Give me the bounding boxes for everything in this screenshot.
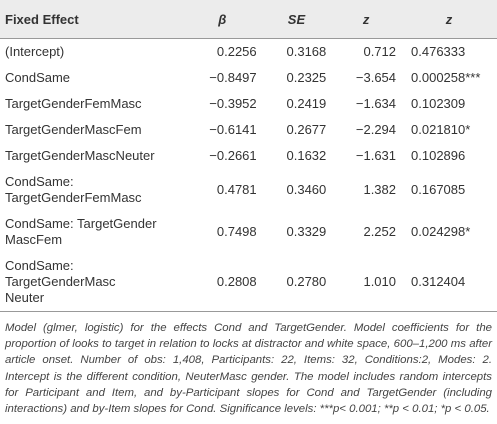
table-cell: −3.654 <box>355 70 397 85</box>
column-header: β <box>182 0 262 39</box>
table-cell: 0.3460 <box>286 182 327 197</box>
effect-name: CondSame: TargetGender MascFem <box>5 216 157 247</box>
table-cell: 0.2419 <box>286 96 327 111</box>
table-cell: −2.294 <box>355 122 397 137</box>
table-row: CondSame: TargetGender MascFem 0.7498 0.33… <box>0 211 497 253</box>
table-cell: −0.2661 <box>209 148 257 163</box>
table-cell: −0.3952 <box>209 96 257 111</box>
table-cell: 0.2677 <box>286 122 327 137</box>
table-cell: 0.021810* <box>411 122 471 137</box>
table-cell: 0.712 <box>363 44 397 59</box>
table-body: (Intercept) 0.2256 0.3168 0.712 0.476333 Cond… <box>0 39 497 312</box>
table-row: CondSame −0.8497 0.2325 −3.654 0.000258*** <box>0 65 497 91</box>
table-cell: 2.252 <box>363 224 397 239</box>
column-header: z <box>331 0 402 39</box>
table-row: TargetGenderMascFem −0.6141 0.2677 −2.294 0.… <box>0 117 497 143</box>
table-row: CondSame: TargetGenderFemMasc 0.4781 0.346… <box>0 169 497 211</box>
table-row: TargetGenderFemMasc −0.3952 0.2419 −1.634 0.… <box>0 91 497 117</box>
table-cell: 0.3329 <box>286 224 327 239</box>
effect-name: (Intercept) <box>5 44 65 59</box>
column-header: z <box>401 0 497 39</box>
table-cell: 0.4781 <box>216 182 257 197</box>
table-cell: 0.3168 <box>286 44 327 59</box>
table-cell: 1.382 <box>363 182 397 197</box>
effect-name: CondSame <box>5 70 71 85</box>
effect-name: TargetGenderMascFem <box>5 122 142 137</box>
table-cell: −1.634 <box>355 96 397 111</box>
table-cell: 0.000258*** <box>411 70 481 85</box>
table-cell: 0.312404 <box>401 253 497 312</box>
results-table: Fixed Effect β SE z z (Intercept) 0.2256 0.316… <box>0 0 497 312</box>
table-cell: 0.102309 <box>411 96 466 111</box>
table-cell: 0.2256 <box>216 44 257 59</box>
table-cell: 0.476333 <box>411 44 466 59</box>
table-cell: 0.1632 <box>286 148 327 163</box>
effect-name: TargetGenderFemMasc <box>5 96 142 111</box>
table-row: CondSame: TargetGenderMasc Neuter 0.2808 0… <box>0 253 497 312</box>
table-cell: 0.024298* <box>411 224 471 239</box>
header-row: Fixed Effect β SE z z <box>0 0 497 39</box>
column-header: SE <box>261 0 332 39</box>
effect-name: CondSame: TargetGenderMasc Neuter <box>0 253 183 312</box>
table-cell: 0.102896 <box>411 148 466 163</box>
effect-name: TargetGenderMascNeuter <box>5 148 155 163</box>
table-cell: 0.2325 <box>286 70 327 85</box>
table-row: (Intercept) 0.2256 0.3168 0.712 0.476333 <box>0 39 497 66</box>
table-cell: 0.167085 <box>411 182 466 197</box>
table-cell: 0.2808 <box>182 253 262 312</box>
table-cell: −0.6141 <box>209 122 257 137</box>
table-cell: −1.631 <box>355 148 397 163</box>
table-caption: Model (glmer, logistic) for the effects … <box>5 322 492 416</box>
table-row: TargetGenderMascNeuter −0.2661 0.1632 −1.63… <box>0 143 497 169</box>
table-cell: 0.2780 <box>261 253 332 312</box>
effect-name: CondSame: TargetGenderFemMasc <box>5 174 142 205</box>
column-header: Fixed Effect <box>0 0 183 39</box>
table-cell: −0.8497 <box>209 70 257 85</box>
table-cell: 1.010 <box>331 253 402 312</box>
table-cell: 0.7498 <box>216 224 257 239</box>
